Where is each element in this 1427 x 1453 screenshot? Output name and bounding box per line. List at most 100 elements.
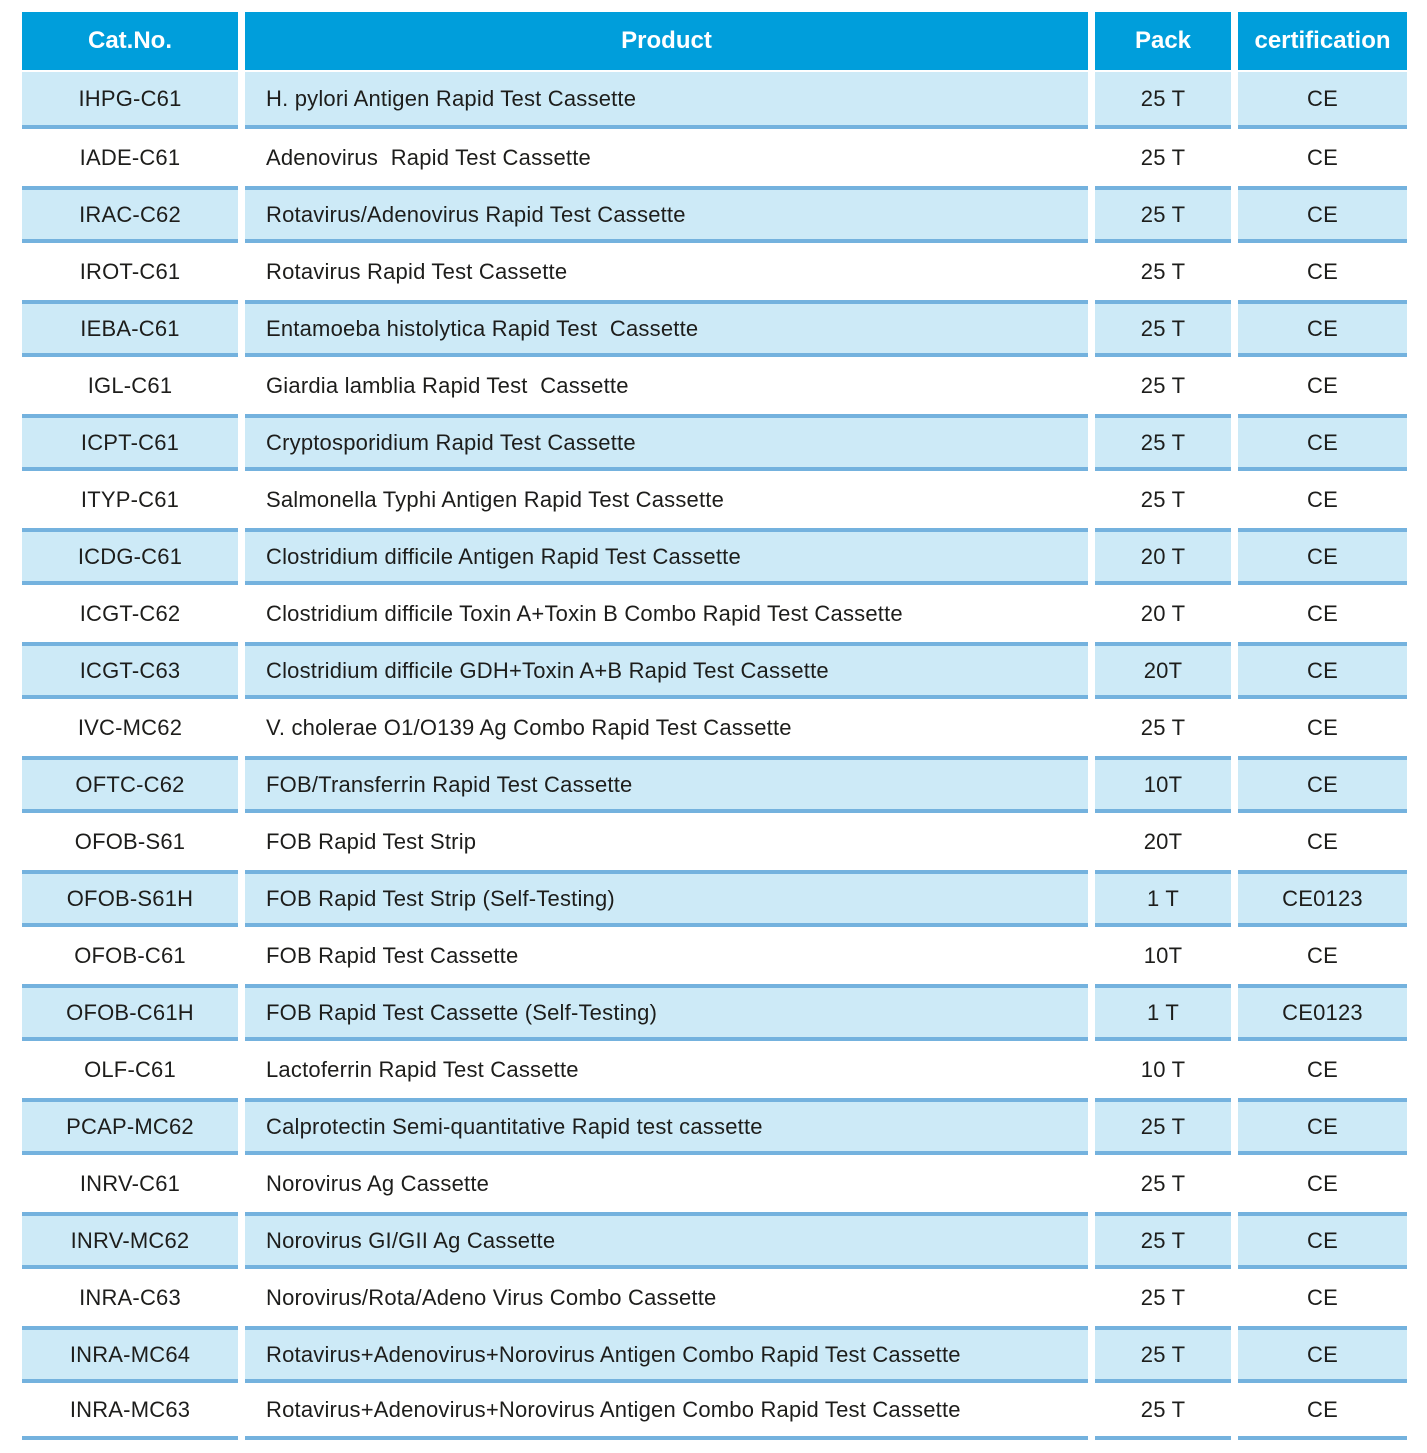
table-body: IHPG-C61 H. pylori Antigen Rapid Test Ca… — [22, 72, 1407, 1440]
cell-pack: 25 T — [1095, 1383, 1231, 1440]
cell-pack: 1 T — [1095, 870, 1231, 927]
table-row: OFOB-C61H FOB Rapid Test Cassette (Self-… — [22, 984, 1407, 1041]
product-table: Cat.No. Product Pack certification IHPG-… — [22, 12, 1407, 1440]
cell-pack: 20 T — [1095, 585, 1231, 642]
cell-cat-no: ICGT-C62 — [22, 585, 238, 642]
cell-cat-no: OFOB-C61 — [22, 927, 238, 984]
cell-pack: 1 T — [1095, 984, 1231, 1041]
cell-product: Rotavirus+Adenovirus+Norovirus Antigen C… — [245, 1326, 1088, 1383]
cell-product: Norovirus Ag Cassette — [245, 1155, 1088, 1212]
cell-product: Clostridium difficile Toxin A+Toxin B Co… — [245, 585, 1088, 642]
cell-cat-no: INRV-MC62 — [22, 1212, 238, 1269]
cell-pack: 20 T — [1095, 528, 1231, 585]
cell-pack: 25 T — [1095, 1098, 1231, 1155]
table-row: INRV-MC62 Norovirus GI/GII Ag Cassette 2… — [22, 1212, 1407, 1269]
cell-certification: CE — [1238, 357, 1407, 414]
table-row: IADE-C61 Adenovirus Rapid Test Cassette … — [22, 129, 1407, 186]
cell-certification: CE — [1238, 1155, 1407, 1212]
cell-certification: CE — [1238, 813, 1407, 870]
table-row: INRV-C61 Norovirus Ag Cassette 25 T CE — [22, 1155, 1407, 1212]
cell-product: Clostridium difficile GDH+Toxin A+B Rapi… — [245, 642, 1088, 699]
cell-cat-no: INRV-C61 — [22, 1155, 238, 1212]
cell-certification: CE — [1238, 756, 1407, 813]
cell-product: Salmonella Typhi Antigen Rapid Test Cass… — [245, 471, 1088, 528]
table-row: ICGT-C62 Clostridium difficile Toxin A+T… — [22, 585, 1407, 642]
table-row: IEBA-C61 Entamoeba histolytica Rapid Tes… — [22, 300, 1407, 357]
cell-certification: CE — [1238, 1041, 1407, 1098]
cell-cat-no: IROT-C61 — [22, 243, 238, 300]
cell-cat-no: ITYP-C61 — [22, 471, 238, 528]
cell-pack: 25 T — [1095, 699, 1231, 756]
cell-certification: CE — [1238, 186, 1407, 243]
cell-certification: CE — [1238, 1212, 1407, 1269]
cell-cat-no: ICGT-C63 — [22, 642, 238, 699]
cell-certification: CE — [1238, 927, 1407, 984]
cell-certification: CE — [1238, 471, 1407, 528]
table-row: INRA-MC64 Rotavirus+Adenovirus+Norovirus… — [22, 1326, 1407, 1383]
cell-certification: CE0123 — [1238, 984, 1407, 1041]
cell-pack: 25 T — [1095, 243, 1231, 300]
table-row: IVC-MC62 V. cholerae O1/O139 Ag Combo Ra… — [22, 699, 1407, 756]
column-header-certification: certification — [1238, 12, 1407, 70]
table-row: PCAP-MC62 Calprotectin Semi-quantitative… — [22, 1098, 1407, 1155]
cell-pack: 25 T — [1095, 72, 1231, 129]
table-row: OFOB-C61 FOB Rapid Test Cassette 10T CE — [22, 927, 1407, 984]
table-row: OFOB-S61H FOB Rapid Test Strip (Self-Tes… — [22, 870, 1407, 927]
cell-pack: 25 T — [1095, 186, 1231, 243]
cell-cat-no: IVC-MC62 — [22, 699, 238, 756]
cell-product: Entamoeba histolytica Rapid Test Cassett… — [245, 300, 1088, 357]
cell-cat-no: IGL-C61 — [22, 357, 238, 414]
cell-certification: CE — [1238, 699, 1407, 756]
cell-cat-no: OLF-C61 — [22, 1041, 238, 1098]
cell-cat-no: IHPG-C61 — [22, 72, 238, 129]
cell-cat-no: ICPT-C61 — [22, 414, 238, 471]
table-row: ICPT-C61 Cryptosporidium Rapid Test Cass… — [22, 414, 1407, 471]
cell-certification: CE — [1238, 1269, 1407, 1326]
table-row: OLF-C61 Lactoferrin Rapid Test Cassette … — [22, 1041, 1407, 1098]
cell-cat-no: IEBA-C61 — [22, 300, 238, 357]
cell-cat-no: INRA-C63 — [22, 1269, 238, 1326]
table-row: ITYP-C61 Salmonella Typhi Antigen Rapid … — [22, 471, 1407, 528]
cell-product: Clostridium difficile Antigen Rapid Test… — [245, 528, 1088, 585]
cell-certification: CE — [1238, 72, 1407, 129]
table-header-row: Cat.No. Product Pack certification — [22, 12, 1407, 70]
table-row: INRA-C63 Norovirus/Rota/Adeno Virus Comb… — [22, 1269, 1407, 1326]
cell-cat-no: INRA-MC63 — [22, 1383, 238, 1440]
cell-certification: CE — [1238, 129, 1407, 186]
cell-product: FOB/Transferrin Rapid Test Cassette — [245, 756, 1088, 813]
cell-product: FOB Rapid Test Strip — [245, 813, 1088, 870]
table-row: INRA-MC63 Rotavirus+Adenovirus+Norovirus… — [22, 1383, 1407, 1440]
cell-cat-no: OFOB-C61H — [22, 984, 238, 1041]
cell-certification: CE — [1238, 1098, 1407, 1155]
cell-pack: 25 T — [1095, 357, 1231, 414]
cell-certification: CE — [1238, 1326, 1407, 1383]
cell-pack: 10T — [1095, 756, 1231, 813]
table-row: IGL-C61 Giardia lamblia Rapid Test Casse… — [22, 357, 1407, 414]
table-row: OFOB-S61 FOB Rapid Test Strip 20T CE — [22, 813, 1407, 870]
table-row: IHPG-C61 H. pylori Antigen Rapid Test Ca… — [22, 72, 1407, 129]
cell-cat-no: ICDG-C61 — [22, 528, 238, 585]
cell-product: Norovirus/Rota/Adeno Virus Combo Cassett… — [245, 1269, 1088, 1326]
cell-product: H. pylori Antigen Rapid Test Cassette — [245, 72, 1088, 129]
cell-product: FOB Rapid Test Cassette — [245, 927, 1088, 984]
cell-pack: 25 T — [1095, 1212, 1231, 1269]
cell-cat-no: OFOB-S61 — [22, 813, 238, 870]
cell-cat-no: INRA-MC64 — [22, 1326, 238, 1383]
cell-product: FOB Rapid Test Strip (Self-Testing) — [245, 870, 1088, 927]
cell-cat-no: OFOB-S61H — [22, 870, 238, 927]
cell-pack: 25 T — [1095, 1155, 1231, 1212]
cell-pack: 25 T — [1095, 129, 1231, 186]
cell-product: Rotavirus+Adenovirus+Norovirus Antigen C… — [245, 1383, 1088, 1440]
cell-certification: CE — [1238, 243, 1407, 300]
cell-cat-no: IRAC-C62 — [22, 186, 238, 243]
cell-pack: 25 T — [1095, 1269, 1231, 1326]
cell-cat-no: IADE-C61 — [22, 129, 238, 186]
column-header-pack: Pack — [1095, 12, 1231, 70]
table-row: OFTC-C62 FOB/Transferrin Rapid Test Cass… — [22, 756, 1407, 813]
cell-product: FOB Rapid Test Cassette (Self-Testing) — [245, 984, 1088, 1041]
cell-certification: CE — [1238, 585, 1407, 642]
cell-product: Lactoferrin Rapid Test Cassette — [245, 1041, 1088, 1098]
cell-pack: 10 T — [1095, 1041, 1231, 1098]
cell-product: Rotavirus/Adenovirus Rapid Test Cassette — [245, 186, 1088, 243]
